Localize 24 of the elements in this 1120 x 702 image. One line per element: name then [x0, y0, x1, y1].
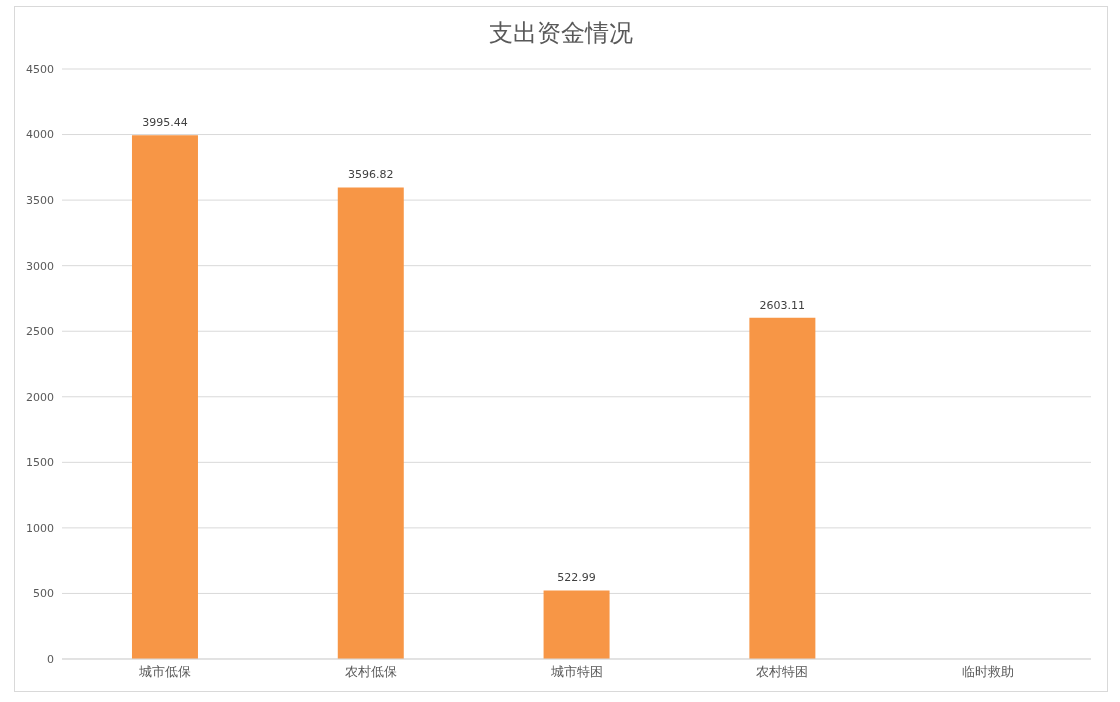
bar — [749, 317, 816, 659]
y-tick-label: 4500 — [26, 62, 54, 76]
y-tick-label: 2000 — [26, 390, 54, 404]
x-tick-label: 农村特困 — [756, 664, 809, 680]
data-label: 3995.44 — [142, 116, 188, 130]
x-tick-label: 城市低保 — [137, 664, 191, 680]
data-label: 522.99 — [557, 571, 596, 585]
bar — [337, 187, 404, 659]
bar — [131, 135, 198, 659]
x-tick-label: 临时救助 — [962, 664, 1015, 680]
y-tick-label: 1500 — [26, 456, 54, 470]
x-tick-label: 农村低保 — [344, 664, 397, 680]
y-tick-label: 500 — [33, 587, 54, 601]
data-label: 3596.82 — [348, 168, 394, 182]
y-tick-label: 0 — [47, 652, 54, 666]
chart-title: 支出资金情况 — [488, 18, 634, 49]
y-tick-label: 3500 — [26, 194, 54, 208]
y-tick-label: 2500 — [26, 325, 54, 339]
bar — [543, 590, 610, 659]
data-label: 2603.11 — [759, 298, 806, 312]
y-tick-label: 1000 — [26, 521, 54, 535]
y-tick-label: 3000 — [26, 259, 54, 273]
y-tick-label: 4000 — [26, 128, 54, 142]
x-tick-label: 城市特困 — [549, 664, 603, 680]
